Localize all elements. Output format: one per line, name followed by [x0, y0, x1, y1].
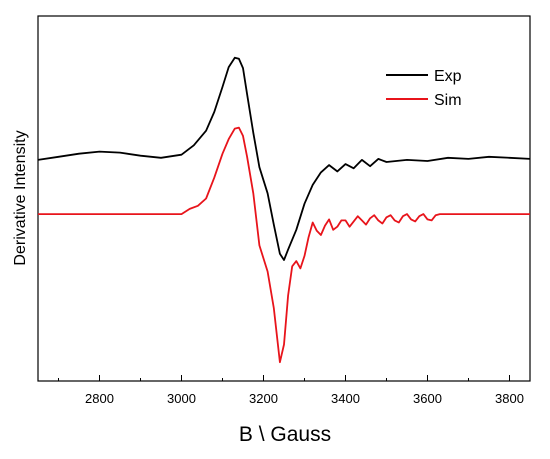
plot-frame — [37, 15, 531, 382]
x-tick-label: 3400 — [331, 391, 360, 406]
legend-label-sim: Sim — [434, 92, 462, 109]
x-tick-label: 3600 — [413, 391, 442, 406]
series-line-exp — [37, 56, 531, 261]
y-axis-title: Derivative Intensity — [12, 130, 29, 265]
x-axis-title: B \ Gauss — [239, 423, 331, 446]
x-tick-label: 2800 — [85, 391, 114, 406]
series-group — [37, 56, 531, 364]
x-tick-label: 3800 — [495, 391, 524, 406]
legend-label-exp: Exp — [434, 68, 462, 85]
x-axis-tick-labels: 2800 3000 3200 3400 3600 3800 — [85, 391, 524, 406]
series-line-sim — [38, 126, 530, 364]
x-tick-label: 3000 — [167, 391, 196, 406]
legend: Exp Sim — [386, 68, 462, 109]
x-tick-label: 3200 — [249, 391, 278, 406]
x-axis-ticks — [58, 375, 510, 381]
